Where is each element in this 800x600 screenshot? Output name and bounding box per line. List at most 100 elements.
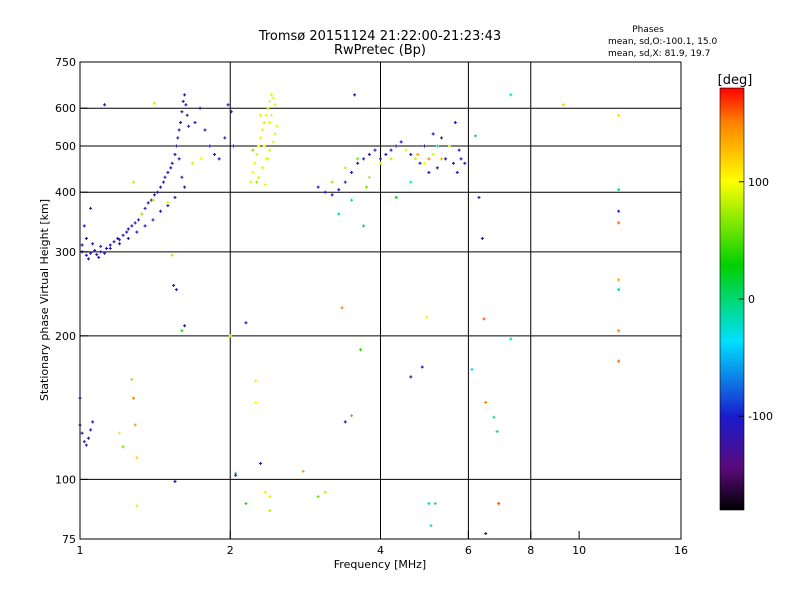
scatter-point <box>470 367 474 371</box>
scatter-point <box>255 180 259 184</box>
scatter-point <box>413 157 417 161</box>
scatter-point <box>146 201 150 205</box>
scatter-point <box>273 132 277 136</box>
scatter-point <box>316 495 320 499</box>
scatter-point <box>87 436 91 440</box>
scatter-point <box>125 230 129 234</box>
scatter-point <box>254 400 258 404</box>
scatter-point <box>455 170 459 174</box>
scatter-point <box>416 152 420 156</box>
scatter-point <box>126 227 130 231</box>
scatter-point <box>444 157 448 161</box>
scatter-point <box>343 180 347 184</box>
scatter-point <box>429 524 433 528</box>
stats-line-x: mean, sd,X: 81.9, 19.7 <box>608 49 710 59</box>
colorbar-tick-label: 100 <box>748 176 769 189</box>
scatter-point <box>484 400 488 404</box>
scatter-point <box>255 152 259 156</box>
scatter-point <box>273 103 277 107</box>
scatter-point <box>166 201 170 205</box>
scatter-point <box>180 175 184 179</box>
y-tick-label: 75 <box>62 533 76 546</box>
scatter-point <box>268 148 272 152</box>
scatter-point <box>213 152 217 156</box>
scatter-point <box>435 166 439 170</box>
scatter-point <box>422 144 426 148</box>
scatter-point <box>199 157 203 161</box>
scatter-point <box>193 121 197 125</box>
scatter-point <box>223 136 227 140</box>
scatter-point <box>177 157 181 161</box>
scatter-point <box>337 188 341 192</box>
scatter-point <box>257 175 261 179</box>
scatter-point <box>143 206 147 210</box>
scatter-point <box>121 233 125 237</box>
scatter-point <box>187 124 191 128</box>
scatter-point <box>185 113 189 117</box>
scatter-point <box>497 502 501 506</box>
scatter-point <box>170 161 174 165</box>
scatter-point <box>484 532 488 536</box>
scatter-point <box>190 161 194 165</box>
scatter-point <box>217 157 221 161</box>
scatter-point <box>108 246 112 250</box>
scatter-point <box>180 329 184 333</box>
scatter-point <box>350 170 354 174</box>
scatter-point <box>229 110 233 114</box>
scatter-point <box>260 128 264 132</box>
scatter-point <box>82 224 86 228</box>
scatter-point <box>99 244 103 248</box>
scatter-point <box>84 253 88 257</box>
y-tick-label: 400 <box>55 186 76 199</box>
x-axis-label: Frequency [MHz] <box>334 558 426 571</box>
scatter-points <box>78 93 621 536</box>
scatter-point <box>183 185 187 189</box>
scatter-point <box>330 180 334 184</box>
x-tick-label: 16 <box>674 544 688 557</box>
scatter-point <box>159 185 163 189</box>
scatter-point <box>135 230 139 234</box>
scatter-point <box>118 242 122 246</box>
scatter-point <box>133 423 137 427</box>
scatter-point <box>301 469 305 473</box>
scatter-point <box>440 157 443 161</box>
scatter-point <box>84 236 88 240</box>
scatter-point <box>260 166 264 170</box>
scatter-point <box>183 324 187 328</box>
scatter-point <box>234 473 238 477</box>
scatter-point <box>617 288 621 292</box>
x-tick-label: 10 <box>572 544 586 557</box>
scatter-point <box>226 103 230 107</box>
scatter-point <box>617 359 621 363</box>
scatter-point <box>183 93 187 97</box>
scatter-point <box>427 157 431 161</box>
scatter-point <box>427 170 431 174</box>
scatter-point <box>367 152 371 156</box>
scatter-point <box>173 195 177 199</box>
scatter-point <box>91 242 95 246</box>
grid-lines <box>80 62 681 539</box>
scatter-point <box>262 144 266 148</box>
y-tick-label: 500 <box>55 140 76 153</box>
scatter-point <box>203 128 207 132</box>
colorbar-tick-label: 0 <box>748 293 755 306</box>
scatter-point <box>244 321 248 325</box>
scatter-point <box>103 103 107 107</box>
x-tick-label: 4 <box>377 544 384 557</box>
scatter-point <box>435 144 439 148</box>
scatter-point <box>418 161 422 165</box>
scatter-point <box>399 140 403 144</box>
scatter-point <box>251 148 255 152</box>
scatter-point <box>166 170 170 174</box>
scatter-point <box>270 93 274 97</box>
scatter-point <box>427 502 431 506</box>
x-tick-label: 2 <box>227 544 234 557</box>
scatter-point <box>453 121 457 125</box>
scatter-point <box>169 166 173 170</box>
scatter-point <box>80 243 84 247</box>
scatter-point <box>268 121 272 125</box>
scatter-point <box>367 175 371 179</box>
scatter-point <box>103 251 107 255</box>
scatter-point <box>389 148 393 152</box>
scatter-point <box>151 198 155 202</box>
